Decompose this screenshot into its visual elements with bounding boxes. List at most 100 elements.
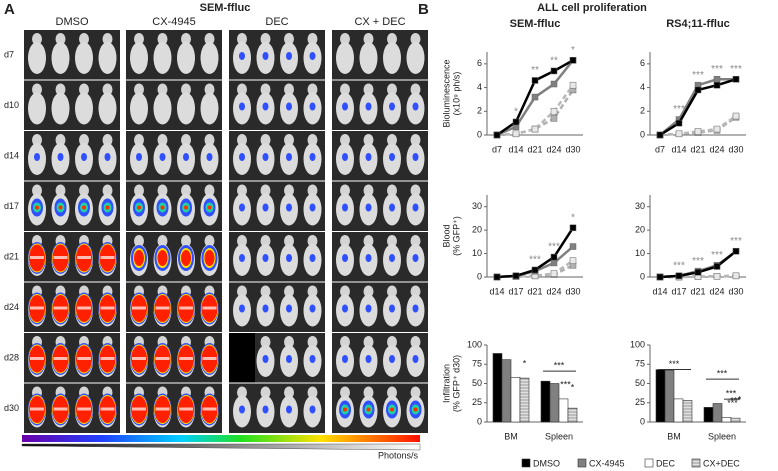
mouse-head bbox=[55, 33, 66, 45]
y-tick-label: 30 bbox=[635, 201, 645, 211]
signal bbox=[183, 153, 189, 161]
mouse-head bbox=[32, 83, 42, 96]
bar bbox=[558, 398, 569, 423]
mouse-head bbox=[340, 336, 350, 348]
signal bbox=[412, 254, 419, 262]
x-tick-label: d24 bbox=[709, 286, 724, 296]
image-tile bbox=[229, 282, 325, 332]
bar bbox=[492, 353, 503, 423]
tile-blank bbox=[229, 333, 255, 383]
signal-band bbox=[155, 407, 170, 411]
mouse-head bbox=[102, 184, 113, 197]
mouse-head bbox=[134, 235, 144, 247]
mouse-head bbox=[340, 386, 350, 399]
signal bbox=[239, 102, 245, 111]
x-tick-label: BM bbox=[667, 431, 681, 441]
mouse-head bbox=[340, 235, 350, 247]
mouse-head bbox=[387, 235, 397, 247]
y-tick-label: 2 bbox=[640, 106, 645, 116]
legend-label: CX-4945 bbox=[589, 458, 625, 468]
signal bbox=[262, 203, 269, 212]
mouse-head bbox=[134, 134, 144, 146]
mouse-head bbox=[340, 33, 350, 45]
signal-band bbox=[30, 407, 44, 411]
mouse-head bbox=[204, 235, 215, 247]
marker bbox=[550, 259, 558, 267]
signal-band bbox=[100, 306, 115, 310]
signal bbox=[389, 203, 395, 212]
bar bbox=[712, 403, 723, 423]
image-tile bbox=[229, 181, 325, 231]
legend-swatch bbox=[644, 458, 654, 468]
image-tile bbox=[229, 383, 325, 433]
row-label: d14 bbox=[4, 151, 19, 161]
x-tick-label: d14 bbox=[671, 144, 686, 154]
bar bbox=[682, 400, 693, 423]
mouse-head bbox=[237, 33, 247, 45]
marker bbox=[493, 131, 501, 139]
panel-label: B bbox=[418, 1, 429, 18]
significance: *** bbox=[554, 361, 565, 371]
y-tick-label: 100 bbox=[467, 339, 482, 349]
y-tick-label: 6 bbox=[477, 58, 482, 68]
y-tick-label: 10 bbox=[635, 248, 645, 258]
bar bbox=[673, 398, 684, 423]
marker bbox=[694, 86, 702, 94]
significance: *** bbox=[730, 236, 742, 247]
signal-band bbox=[53, 256, 68, 259]
signal bbox=[286, 405, 292, 414]
mouse-head bbox=[134, 83, 144, 96]
mouse-head bbox=[55, 134, 66, 146]
image-tile bbox=[126, 383, 222, 433]
signal bbox=[286, 102, 292, 111]
signal bbox=[239, 153, 245, 161]
signal bbox=[137, 205, 141, 210]
image-tile bbox=[229, 30, 325, 80]
image-tile bbox=[126, 232, 222, 282]
mouse-head bbox=[410, 134, 421, 146]
mouse-head bbox=[363, 235, 374, 247]
mouse-head bbox=[387, 285, 397, 298]
signal bbox=[204, 250, 215, 266]
image-tile bbox=[126, 131, 222, 181]
x-tick-label: d21 bbox=[690, 286, 705, 296]
significance: *** bbox=[730, 64, 742, 75]
signal bbox=[239, 254, 245, 262]
mouse-head bbox=[32, 134, 42, 146]
series-line bbox=[496, 84, 575, 137]
mouse-head bbox=[307, 386, 318, 399]
marker bbox=[713, 263, 721, 270]
bar bbox=[549, 383, 560, 423]
mouse-head bbox=[237, 184, 247, 197]
signal bbox=[343, 407, 347, 412]
mouse-body bbox=[153, 42, 172, 74]
x-tick-label: BM bbox=[504, 431, 518, 441]
image-tile bbox=[24, 383, 120, 433]
x-tick-label: d24 bbox=[546, 144, 561, 154]
signal bbox=[365, 254, 372, 262]
y-tick-label: 2 bbox=[477, 106, 482, 116]
signal bbox=[366, 407, 371, 412]
marker bbox=[694, 128, 702, 135]
significance: ** bbox=[550, 56, 558, 67]
significance: *** bbox=[529, 255, 541, 266]
mouse-head bbox=[284, 336, 294, 348]
signal bbox=[365, 304, 372, 313]
column-header: CX + DEC bbox=[354, 16, 405, 28]
mouse-head bbox=[157, 184, 168, 197]
x-tick-label: Spleen bbox=[545, 431, 573, 441]
mouse-head bbox=[260, 235, 271, 247]
marker bbox=[713, 76, 721, 83]
row-label: d24 bbox=[4, 302, 19, 312]
x-tick-label: d21 bbox=[527, 286, 542, 296]
signal bbox=[57, 153, 64, 161]
series-line bbox=[659, 114, 737, 137]
x-tick-label: d17 bbox=[508, 286, 523, 296]
y-tick-label: 75 bbox=[635, 359, 645, 369]
image-tile bbox=[24, 181, 120, 231]
image-tile bbox=[24, 232, 120, 282]
marker bbox=[732, 112, 740, 120]
mouse-head bbox=[307, 235, 318, 247]
significance: * bbox=[738, 395, 742, 405]
mouse-head bbox=[237, 285, 247, 298]
